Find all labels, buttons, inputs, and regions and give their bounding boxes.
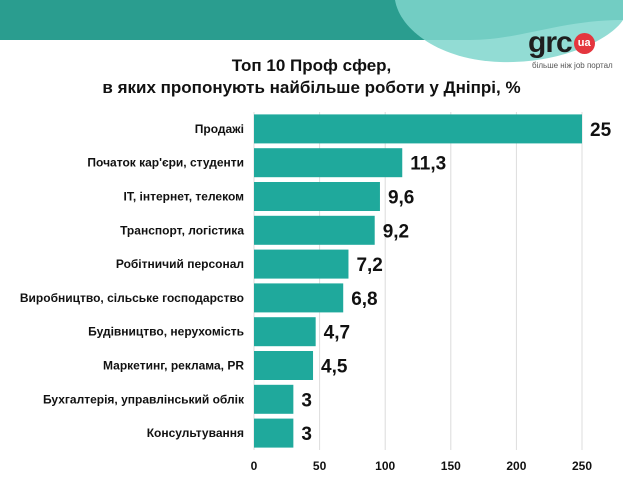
category-label: Виробництво, сільське господарство [20,291,244,305]
category-label: Будівництво, нерухомість [88,325,244,339]
x-tick-label: 50 [313,459,327,473]
bar [254,384,294,414]
x-tick-label: 0 [251,459,258,473]
data-label: 11,3 [410,154,446,175]
category-label: Консультування [147,426,244,440]
bar [254,182,380,211]
category-label: Маркетинг, реклама, PR [103,359,244,373]
chart-title-line-2: в яких пропонують найбільше роботи у Дні… [102,78,521,97]
data-label: 25 [590,120,612,141]
x-tick-label: 100 [375,459,395,473]
bar [254,317,316,347]
data-label: 4,5 [321,357,348,378]
bar [254,283,344,313]
data-label: 7,2 [356,255,382,276]
category-label: Транспорт, логістика [120,223,244,237]
x-tick-label: 250 [572,459,592,473]
x-tick-label: 150 [441,459,461,473]
category-label: IT, інтернет, телеком [124,190,245,204]
brand-name: grc [528,26,573,59]
data-label: 3 [301,390,312,411]
data-label: 9,6 [388,188,414,209]
brand-badge: ua [573,33,595,54]
bar [254,148,403,178]
data-label: 3 [301,424,312,445]
brand-tagline: більше ніж job портал [532,61,613,70]
bar [254,215,375,245]
bar [254,418,294,448]
data-label: 6,8 [351,289,377,310]
bar [254,351,314,380]
x-tick-label: 200 [506,459,526,473]
category-label: Робітничий персонал [116,257,244,271]
data-label: 4,7 [324,323,350,344]
bar [254,114,582,144]
category-label: Початок кар'єри, студенти [87,156,244,170]
header-arc [395,0,623,63]
data-label: 9,2 [383,221,409,242]
chart-title-line-1: Топ 10 Проф сфер, [231,56,392,75]
brand-logo[interactable]: grc ua більше ніж job портал [528,26,613,70]
category-label: Бухгалтерія, управлінський облік [43,392,245,406]
bar [254,249,349,279]
header-wave [0,0,623,63]
category-label: Продажі [195,122,244,136]
chart-title: Топ 10 Проф сфер, в яких пропонують найб… [0,55,623,99]
